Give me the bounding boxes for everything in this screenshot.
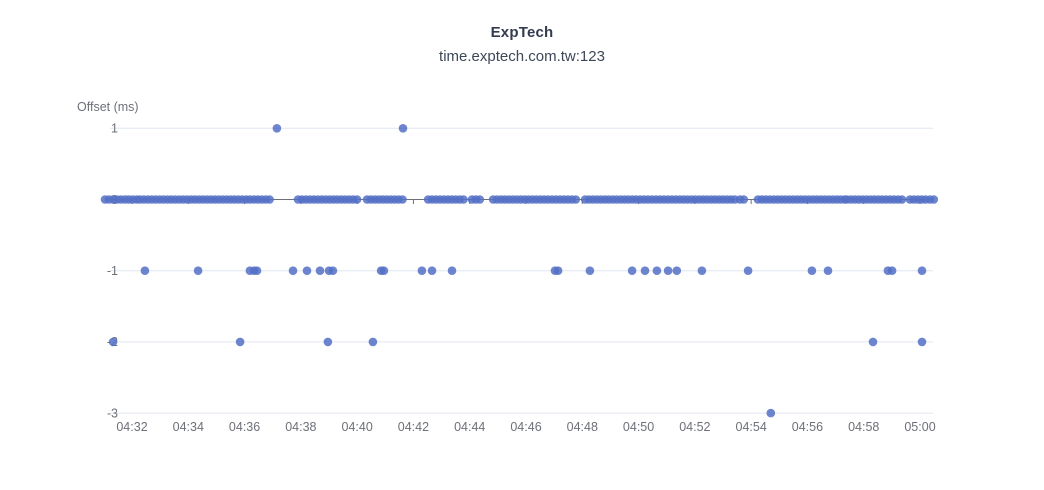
data-point[interactable] [235, 337, 245, 347]
data-point[interactable] [917, 337, 927, 347]
y-tick-label: -3 [107, 406, 118, 420]
data-point[interactable] [823, 266, 833, 276]
x-tick-label: 04:34 [173, 420, 204, 434]
data-point[interactable] [315, 266, 325, 276]
data-point[interactable] [917, 266, 927, 276]
data-point[interactable] [328, 266, 338, 276]
data-point[interactable] [475, 195, 485, 204]
data-point[interactable] [663, 266, 673, 276]
data-point[interactable] [640, 266, 650, 276]
data-point[interactable] [739, 195, 749, 204]
data-point[interactable] [897, 195, 907, 204]
data-point[interactable] [571, 195, 581, 204]
data-point[interactable] [252, 266, 262, 276]
x-tick-label: 04:46 [510, 420, 541, 434]
data-point[interactable] [323, 337, 333, 347]
x-tick-label: 04:48 [567, 420, 598, 434]
data-point[interactable] [585, 266, 595, 276]
x-tick-label: 04:40 [342, 420, 373, 434]
data-point[interactable] [379, 266, 389, 276]
x-tick-label: 04:50 [623, 420, 654, 434]
data-point[interactable] [672, 266, 682, 276]
x-tick-label: 04:38 [285, 420, 316, 434]
data-point[interactable] [265, 195, 274, 204]
data-point[interactable] [193, 266, 203, 276]
data-point[interactable] [140, 266, 150, 276]
data-point[interactable] [368, 337, 378, 347]
data-point[interactable] [272, 124, 282, 133]
data-point[interactable] [929, 195, 939, 204]
x-tick-label: 04:36 [229, 420, 260, 434]
x-tick-label: 05:00 [904, 420, 935, 434]
data-point[interactable] [459, 195, 468, 204]
x-tick-label: 04:52 [679, 420, 710, 434]
x-tick-label: 04:42 [398, 420, 429, 434]
data-point[interactable] [868, 337, 878, 347]
y-axis-name: Offset (ms) [77, 100, 139, 114]
data-point[interactable] [807, 266, 817, 276]
data-point[interactable] [302, 266, 312, 276]
x-tick-label: 04:44 [454, 420, 485, 434]
data-point[interactable] [398, 195, 407, 204]
data-point[interactable] [887, 266, 897, 276]
data-point[interactable] [766, 408, 776, 418]
data-point[interactable] [398, 124, 408, 133]
data-point[interactable] [427, 266, 437, 276]
chart-title: ExpTech [490, 24, 554, 41]
data-point[interactable] [417, 266, 427, 276]
y-tick-label: 1 [111, 122, 118, 136]
data-point[interactable] [697, 266, 707, 276]
x-tick-label: 04:56 [792, 420, 823, 434]
data-point[interactable] [288, 266, 298, 276]
x-tick-label: 04:32 [116, 420, 147, 434]
data-point[interactable] [652, 266, 662, 276]
chart-subtitle: time.exptech.com.tw:123 [439, 48, 605, 65]
x-tick-label: 04:54 [736, 420, 767, 434]
x-tick-label: 04:58 [848, 420, 879, 434]
data-point[interactable] [447, 266, 457, 276]
data-point[interactable] [108, 337, 118, 347]
data-point[interactable] [743, 266, 753, 276]
data-point[interactable] [627, 266, 637, 276]
data-point[interactable] [352, 195, 362, 204]
y-tick-label: -1 [107, 264, 118, 278]
data-point[interactable] [553, 266, 563, 276]
